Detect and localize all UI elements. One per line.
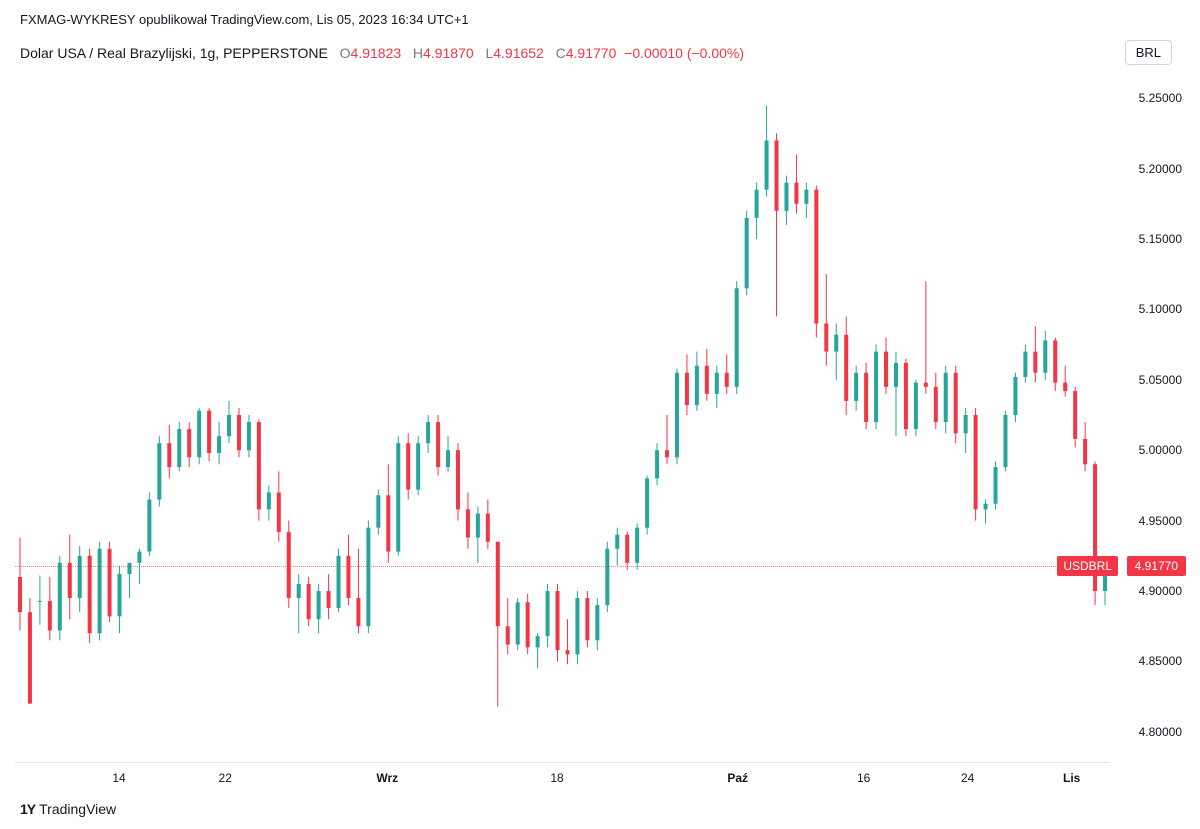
x-tick-label: 22 xyxy=(219,771,232,785)
y-tick-label: 4.85000 xyxy=(1139,654,1182,668)
publish-datetime: Lis 05, 2023 16:34 UTC+1 xyxy=(317,12,469,27)
y-tick-label: 4.80000 xyxy=(1139,725,1182,739)
l-value: 4.91652 xyxy=(493,45,544,61)
x-tick-label: Wrz xyxy=(376,771,398,785)
publisher-line: FXMAG-WYKRESY opublikował TradingView.co… xyxy=(20,12,469,27)
c-value: 4.91770 xyxy=(566,45,617,61)
via-text: opublikował TradingView.com, xyxy=(139,12,313,27)
x-tick-label: Paź xyxy=(727,771,748,785)
interval: 1g xyxy=(200,45,216,61)
x-tick-label: 24 xyxy=(961,771,974,785)
x-tick-label: 18 xyxy=(550,771,563,785)
y-tick-label: 5.10000 xyxy=(1139,302,1182,316)
y-tick-label: 5.05000 xyxy=(1139,373,1182,387)
y-tick-label: 5.20000 xyxy=(1139,162,1182,176)
chart-area[interactable] xyxy=(15,70,1110,760)
y-tick-label: 5.00000 xyxy=(1139,443,1182,457)
symbol-info-line: Dolar USA / Real Brazylijski, 1g, PEPPER… xyxy=(20,45,744,61)
c-label: C xyxy=(556,45,566,61)
tradingview-logo[interactable]: 1YTradingView xyxy=(20,801,116,817)
o-label: O xyxy=(340,45,351,61)
change-value: −0.00010 xyxy=(624,45,683,61)
broker: PEPPERSTONE xyxy=(223,45,328,61)
pair-name: Dolar USA / Real Brazylijski xyxy=(20,45,192,61)
h-label: H xyxy=(413,45,423,61)
y-tick-label: 5.25000 xyxy=(1139,91,1182,105)
last-price-line xyxy=(15,566,1110,567)
y-axis[interactable]: 4.80000 4.85000 4.90000 4.95000 5.00000 5.050… xyxy=(1110,70,1200,760)
x-tick-label: 16 xyxy=(857,771,870,785)
symbol-tag: USDBRL xyxy=(1057,556,1118,576)
h-value: 4.91870 xyxy=(423,45,474,61)
x-axis[interactable]: 14 22 Wrz 18 Paź 16 24 Lis xyxy=(15,762,1110,792)
last-price-tag: 4.91770 xyxy=(1127,556,1186,576)
y-tick-label: 4.90000 xyxy=(1139,584,1182,598)
publisher-name: FXMAG-WYKRESY xyxy=(20,12,135,27)
o-value: 4.91823 xyxy=(351,45,402,61)
change-pct: (−0.00%) xyxy=(687,45,744,61)
currency-badge[interactable]: BRL xyxy=(1125,40,1172,65)
x-tick-label: 14 xyxy=(112,771,125,785)
y-tick-label: 5.15000 xyxy=(1139,232,1182,246)
x-tick-label: Lis xyxy=(1063,771,1080,785)
logo-mark-icon: 1Y xyxy=(20,801,35,817)
brand-name: TradingView xyxy=(39,801,116,817)
y-tick-label: 4.95000 xyxy=(1139,514,1182,528)
candlestick-svg xyxy=(15,70,1110,760)
